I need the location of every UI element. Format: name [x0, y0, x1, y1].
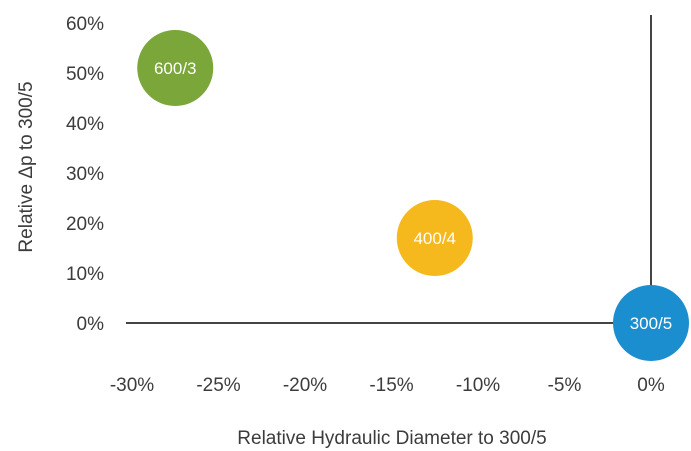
- y-tick-label: 30%: [66, 164, 104, 185]
- y-tick-label: 50%: [66, 64, 104, 85]
- x-tick-label: -15%: [369, 375, 413, 396]
- y-tick-label: 20%: [66, 214, 104, 235]
- y-axis-title: Relative Δp to 300/5: [16, 81, 37, 252]
- x-tick-label: 0%: [637, 375, 665, 396]
- bubbles: 600/3 400/4 300/5: [137, 30, 689, 361]
- x-tick-label: -5%: [548, 375, 582, 396]
- bubble: [137, 30, 214, 106]
- y-tick-label: 40%: [66, 114, 104, 135]
- x-tick-labels: -30% -25% -20% -15% -10% -5% 0%: [110, 375, 665, 396]
- y-tick-label: 0%: [77, 314, 105, 335]
- bubble: [396, 200, 473, 276]
- bubble: [613, 285, 689, 361]
- y-tick-labels: 0% 10% 20% 30% 40% 50% 60%: [66, 14, 104, 335]
- bubble-label: 400/4: [413, 229, 456, 248]
- bubble-label: 300/5: [630, 314, 673, 333]
- x-axis-title: Relative Hydraulic Diameter to 300/5: [237, 428, 546, 449]
- y-tick-label: 60%: [66, 14, 104, 35]
- x-tick-label: -20%: [283, 375, 327, 396]
- bubble-label: 600/3: [154, 59, 197, 78]
- x-tick-label: -30%: [110, 375, 154, 396]
- axes: [126, 15, 652, 324]
- x-tick-label: -25%: [196, 375, 240, 396]
- y-tick-label: 10%: [66, 264, 104, 285]
- x-tick-label: -10%: [456, 375, 500, 396]
